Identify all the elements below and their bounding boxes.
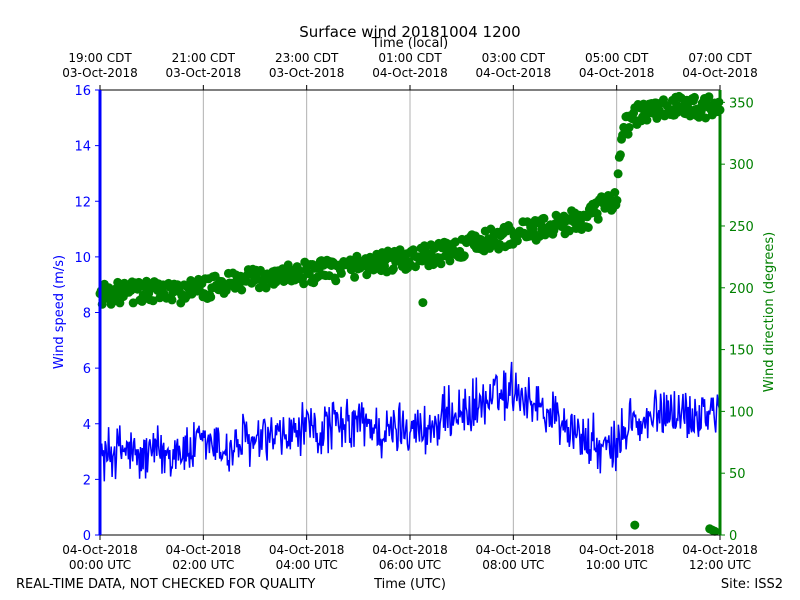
wind-direction-point [624, 123, 634, 132]
bottom-tick-date: 04-Oct-2018 [476, 543, 552, 557]
bottom-tick-date: 04-Oct-2018 [166, 543, 242, 557]
wind-speed-line [99, 361, 721, 482]
chart-title: Surface wind 20181004 1200 [299, 23, 520, 41]
bottom-tick-date: 04-Oct-2018 [579, 543, 655, 557]
top-tick-time: 03:00 CDT [482, 51, 546, 65]
wind-direction-point [237, 285, 247, 295]
wind-direction-point [710, 526, 720, 536]
bottom-tick-time: 10:00 UTC [586, 558, 648, 572]
top-tick-time: 21:00 CDT [172, 51, 236, 65]
wind-direction-point [630, 520, 640, 530]
wind-direction-point [350, 272, 360, 282]
wind-direction-point [445, 256, 455, 266]
top-tick-time: 19:00 CDT [68, 51, 132, 65]
wind-direction-point [283, 260, 293, 270]
bottom-tick-time: 06:00 UTC [379, 558, 441, 572]
left-tick-label: 8 [83, 307, 91, 322]
wind-direction-point [206, 292, 216, 302]
left-tick-label: 10 [74, 251, 91, 266]
top-tick-time: 05:00 CDT [585, 51, 649, 65]
wind-direction-point [623, 129, 633, 139]
wind-direction-point [388, 264, 398, 274]
left-tick-label: 6 [83, 362, 91, 377]
left-tick-label: 16 [74, 84, 91, 99]
left-tick-label: 0 [83, 529, 91, 544]
wind-direction-point [642, 115, 652, 125]
wind-direction-point [436, 259, 446, 269]
wind-direction-point [512, 236, 522, 246]
wind-direction-point [459, 251, 469, 261]
right-axis-label: Wind direction (degrees) [762, 232, 777, 392]
wind-direction-point [704, 92, 714, 102]
wind-direction-point [583, 223, 593, 232]
right-tick-label: 50 [729, 467, 746, 482]
wind-direction-point [690, 92, 699, 102]
bottom-axis-label: Time (UTC) [373, 577, 446, 592]
right-tick-label: 100 [729, 405, 754, 420]
bottom-tick-time: 00:00 UTC [69, 558, 131, 572]
left-tick-label: 2 [83, 473, 91, 488]
wind-direction-point [539, 213, 549, 223]
bottom-tick-date: 04-Oct-2018 [269, 543, 345, 557]
bottom-tick-date: 04-Oct-2018 [682, 543, 758, 557]
bottom-tick-time: 02:00 UTC [172, 558, 234, 572]
top-tick-date: 04-Oct-2018 [579, 66, 655, 80]
wind-direction-point [612, 195, 622, 205]
left-tick-label: 4 [83, 418, 91, 433]
wind-direction-series [95, 91, 725, 536]
wind-direction-point [148, 296, 158, 306]
wind-direction-point [442, 238, 451, 248]
wind-direction-point [418, 298, 428, 308]
top-tick-time: 23:00 CDT [275, 51, 339, 65]
top-tick-time: 07:00 CDT [688, 51, 752, 65]
top-tick-time: 01:00 CDT [378, 51, 442, 65]
wind-speed-series [99, 361, 721, 482]
plot-frame [98, 89, 722, 536]
wind-direction-point [256, 265, 265, 275]
wind-direction-point [615, 150, 625, 160]
top-tick-date: 03-Oct-2018 [166, 66, 242, 80]
right-tick-label: 350 [729, 96, 754, 111]
bottom-tick-time: 04:00 UTC [276, 558, 338, 572]
quality-note: REAL-TIME DATA, NOT CHECKED FOR QUALITY [16, 577, 315, 592]
wind-direction-point [294, 266, 304, 276]
bottom-tick-date: 04-Oct-2018 [372, 543, 448, 557]
left-tick-label: 14 [74, 140, 91, 155]
wind-direction-point [167, 295, 177, 305]
right-tick-label: 150 [729, 344, 754, 359]
right-tick-label: 200 [729, 282, 754, 297]
top-tick-date: 03-Oct-2018 [269, 66, 345, 80]
wind-direction-point [362, 270, 372, 280]
right-tick-label: 0 [729, 529, 737, 544]
right-tick-label: 250 [729, 220, 754, 235]
left-tick-label: 12 [74, 195, 91, 210]
wind-direction-point [261, 283, 271, 293]
top-tick-date: 04-Oct-2018 [476, 66, 552, 80]
site-label: Site: ISS2 [721, 577, 783, 592]
wind-direction-point [701, 113, 711, 123]
bottom-tick-time: 12:00 UTC [689, 558, 751, 572]
top-tick-date: 04-Oct-2018 [682, 66, 758, 80]
wind-direction-point [299, 279, 309, 289]
wind-direction-point [610, 188, 620, 197]
left-axis-label: Wind speed (m/s) [52, 255, 67, 369]
bottom-tick-time: 08:00 UTC [482, 558, 544, 572]
top-tick-date: 04-Oct-2018 [372, 66, 448, 80]
wind-direction-point [593, 214, 603, 224]
wind-direction-point [613, 169, 623, 179]
right-tick-label: 300 [729, 158, 754, 173]
grid-lines [99, 90, 721, 535]
wind-direction-point [336, 268, 346, 278]
top-axis-label: Time (local) [371, 36, 448, 51]
wind-direction-point [331, 276, 341, 286]
bottom-tick-date: 04-Oct-2018 [62, 543, 138, 557]
top-tick-date: 03-Oct-2018 [62, 66, 138, 80]
wind-direction-point [304, 269, 314, 279]
